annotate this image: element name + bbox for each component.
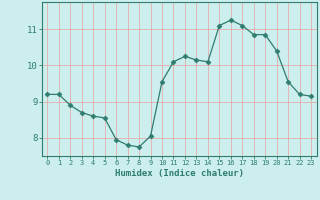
- X-axis label: Humidex (Indice chaleur): Humidex (Indice chaleur): [115, 169, 244, 178]
